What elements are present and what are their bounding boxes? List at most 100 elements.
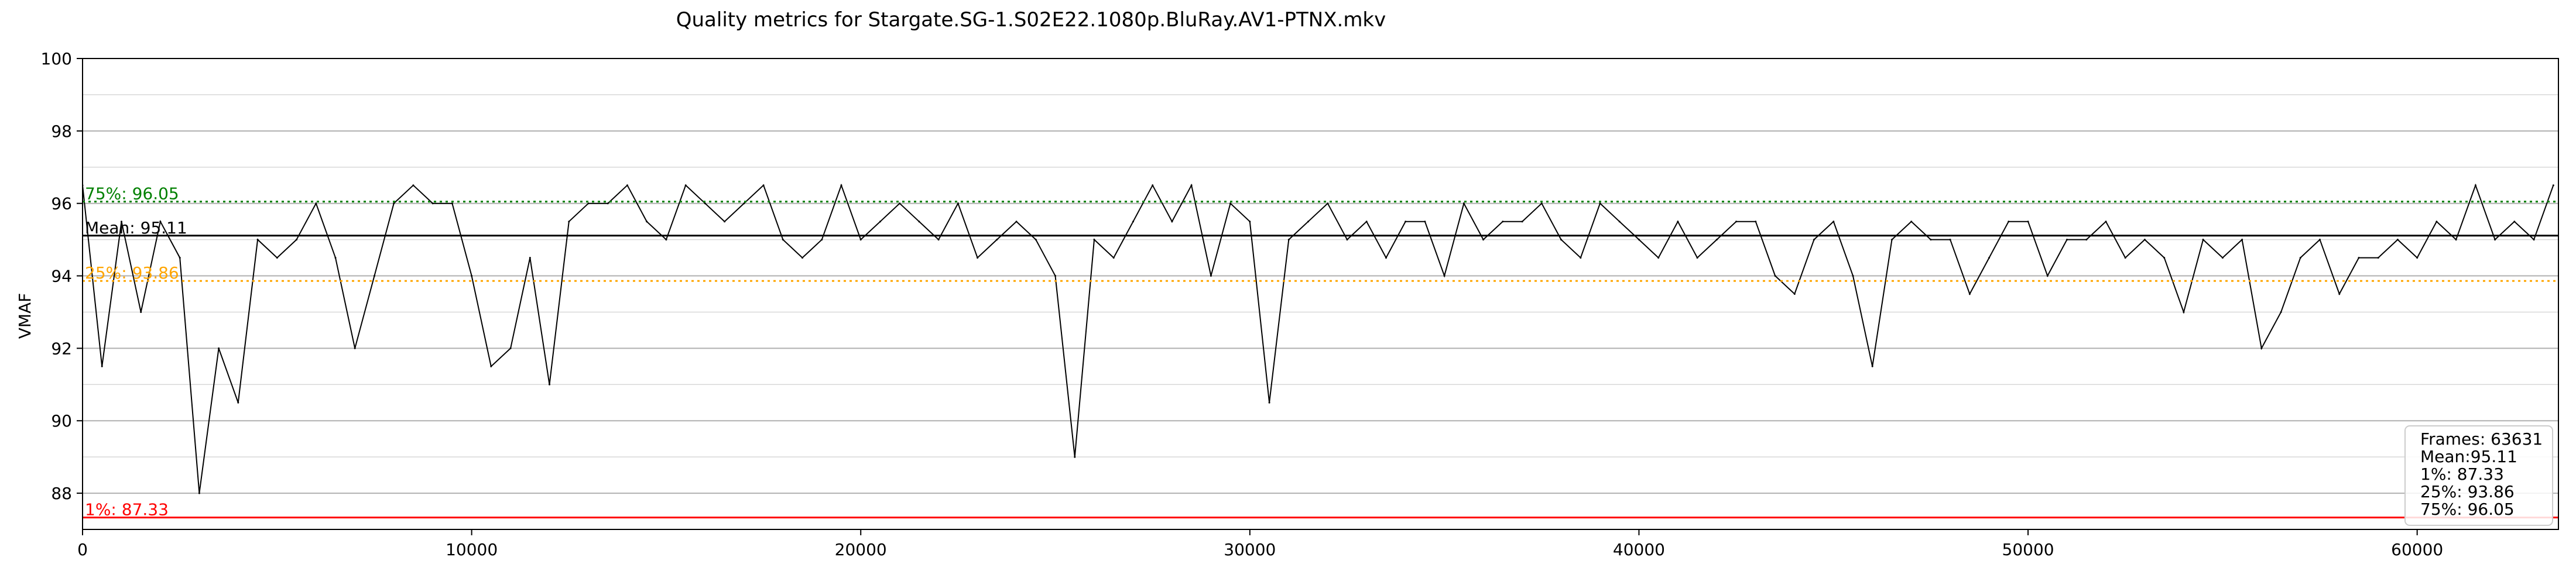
data-point <box>431 202 434 205</box>
data-point <box>1930 239 1932 241</box>
y-tick-label: 92 <box>51 339 72 358</box>
data-point <box>1560 239 1562 241</box>
data-point <box>1190 184 1193 187</box>
data-point <box>918 221 920 223</box>
y-tick-label: 90 <box>51 411 72 431</box>
data-point <box>2513 221 2516 223</box>
data-point <box>1132 221 1134 223</box>
stats-line: Mean:95.11 <box>2420 447 2517 466</box>
y-tick-label: 98 <box>51 122 72 141</box>
data-point <box>2338 293 2341 295</box>
data-point <box>2124 257 2126 259</box>
data-point <box>1618 221 1621 223</box>
data-point <box>1968 293 1971 295</box>
series-layer <box>83 183 2554 494</box>
data-point <box>1813 239 1815 241</box>
data-point <box>1696 257 1698 259</box>
data-point <box>1677 221 1679 223</box>
data-point <box>626 184 628 187</box>
data-point <box>237 401 239 404</box>
data-point <box>2241 239 2243 241</box>
data-point <box>2396 239 2399 241</box>
y-tick-label: 96 <box>51 194 72 214</box>
data-point <box>2358 257 2360 259</box>
data-point <box>1385 257 1387 259</box>
hline-label: 1%: 87.33 <box>85 500 169 519</box>
data-point <box>1580 257 1582 259</box>
chart-title: Quality metrics for Stargate.SG-1.S02E22… <box>676 8 1386 32</box>
data-point <box>1229 202 1232 205</box>
data-point <box>704 202 706 205</box>
data-point <box>1462 202 1465 205</box>
data-point <box>957 202 959 205</box>
data-point <box>2299 257 2301 259</box>
stats-line: 1%: 87.33 <box>2420 464 2504 484</box>
x-tick-label: 50000 <box>2002 540 2054 559</box>
stats-line: Frames: 63631 <box>2420 429 2543 449</box>
data-point <box>1034 239 1037 241</box>
data-point <box>2066 239 2068 241</box>
data-point <box>1521 221 1523 223</box>
data-point <box>2552 184 2554 187</box>
stats-line: 25%: 93.86 <box>2420 482 2515 501</box>
data-point <box>2474 184 2476 187</box>
grid-lines <box>83 58 2558 494</box>
data-point <box>2319 239 2321 241</box>
data-point <box>1171 221 1173 223</box>
x-tick-label: 20000 <box>835 540 887 559</box>
data-point <box>1949 239 1951 241</box>
data-point <box>1988 257 1991 259</box>
data-point <box>1832 221 1835 223</box>
data-point <box>1054 275 1056 277</box>
data-point <box>1735 221 1738 223</box>
stats-box-frame <box>2404 425 2553 526</box>
data-point <box>607 202 609 205</box>
x-tick-label: 60000 <box>2391 540 2443 559</box>
data-point <box>587 202 590 205</box>
series-line <box>83 183 2554 494</box>
x-tick-label: 30000 <box>1224 540 1276 559</box>
data-point <box>782 239 784 241</box>
data-point <box>101 365 103 367</box>
data-point <box>1793 293 1796 295</box>
data-point <box>977 257 979 259</box>
data-point <box>140 311 142 313</box>
data-point <box>646 221 648 223</box>
data-point <box>159 221 162 223</box>
data-point <box>1405 221 1407 223</box>
data-point <box>743 202 745 205</box>
data-point <box>2183 311 2185 313</box>
data-point <box>1871 365 1873 367</box>
data-point <box>2027 221 2029 223</box>
data-point <box>256 239 259 241</box>
data-point <box>1074 456 1076 458</box>
data-point <box>821 239 823 241</box>
data-point <box>568 221 570 223</box>
data-point <box>1424 221 1426 223</box>
y-tick-label: 94 <box>51 267 72 286</box>
data-point <box>490 365 492 367</box>
data-point <box>665 239 667 241</box>
data-point <box>354 347 356 349</box>
data-point <box>1774 275 1776 277</box>
data-point <box>724 221 726 223</box>
data-point <box>1327 202 1329 205</box>
data-point <box>121 221 122 223</box>
data-point <box>2377 257 2379 259</box>
data-point <box>218 347 220 349</box>
data-point <box>315 202 317 205</box>
data-point <box>529 257 531 259</box>
data-point <box>393 202 395 205</box>
data-point <box>1112 257 1115 259</box>
data-point <box>1015 221 1018 223</box>
data-point <box>1093 239 1095 241</box>
data-point <box>1852 275 1854 277</box>
y-tick-label: 88 <box>51 484 72 503</box>
stats-line: 75%: 96.05 <box>2420 500 2515 519</box>
data-point <box>2105 221 2107 223</box>
data-point <box>899 202 901 205</box>
data-point <box>1307 221 1309 223</box>
